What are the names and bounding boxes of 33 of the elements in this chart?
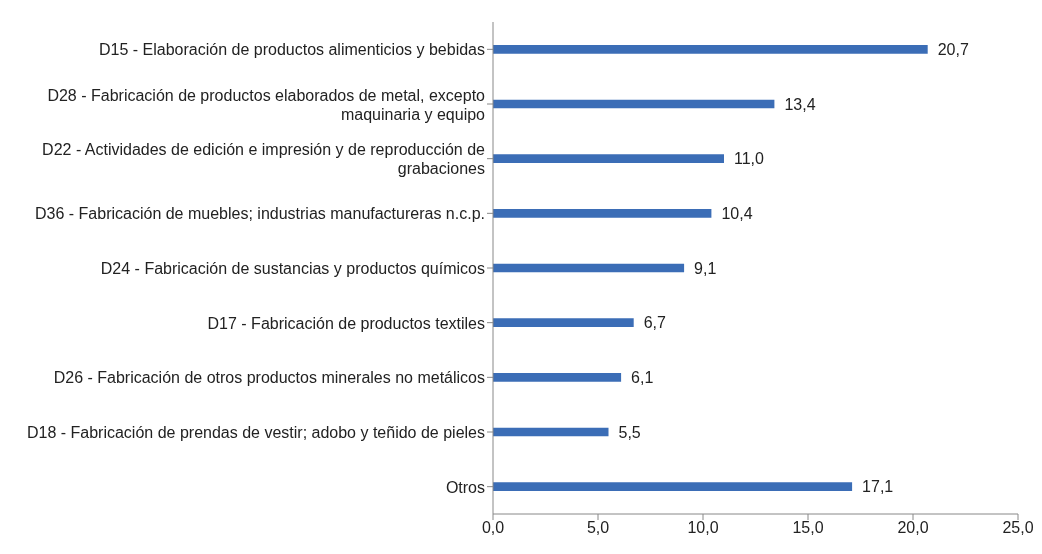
bar [493, 427, 609, 437]
bar [493, 99, 775, 109]
data-label: 10,4 [721, 204, 753, 222]
y-tick-label: Otros [445, 478, 485, 496]
data-label: 9,1 [694, 259, 717, 277]
x-tick-label: 20,0 [897, 519, 929, 537]
y-tick-label: D24 - Fabricación de sustancias y productos químicos [100, 259, 485, 277]
bar [493, 208, 712, 218]
y-tick-label: D26 - Fabricación de otros productos minerales no metálicos [53, 368, 485, 386]
y-tick-label: D36 - Fabricación de muebles; industrias manufactureras n.c.p. [35, 204, 485, 222]
y-tick-label: D18 - Fabricación de prendas de vestir; adobo y teñido de pieles [26, 423, 485, 441]
bar [493, 154, 724, 164]
data-label: 6,1 [631, 368, 654, 386]
data-label: 5,5 [618, 423, 641, 441]
data-label: 17,1 [862, 478, 894, 496]
data-label: 20,7 [937, 40, 969, 58]
y-tick-label: D17 - Fabricación de productos textiles [207, 314, 485, 332]
y-tick-label: D28 - Fabricación de productos elaborados de metal, excepto maquinaria y equipo [47, 86, 486, 122]
data-label: 11,0 [734, 150, 765, 168]
y-tick-label: D22 - Actividades de edición e impresión y de reproducción de grabaciones [42, 140, 486, 177]
x-tick-label: 0,0 [481, 519, 505, 537]
bar [493, 263, 685, 273]
bar [493, 318, 634, 328]
x-tick-label: 15,0 [792, 519, 824, 537]
bar [493, 44, 928, 54]
data-label: 13,4 [784, 95, 816, 113]
x-tick-label: 25,0 [1002, 519, 1034, 537]
bar [493, 372, 622, 382]
data-label: 6,7 [643, 314, 667, 332]
x-tick-label: 10,0 [687, 519, 719, 537]
y-tick-label: D15 - Elaboración de productos alimenticios y bebidas [99, 40, 485, 58]
x-tick-label: 5,0 [586, 519, 610, 537]
bar [493, 482, 853, 492]
